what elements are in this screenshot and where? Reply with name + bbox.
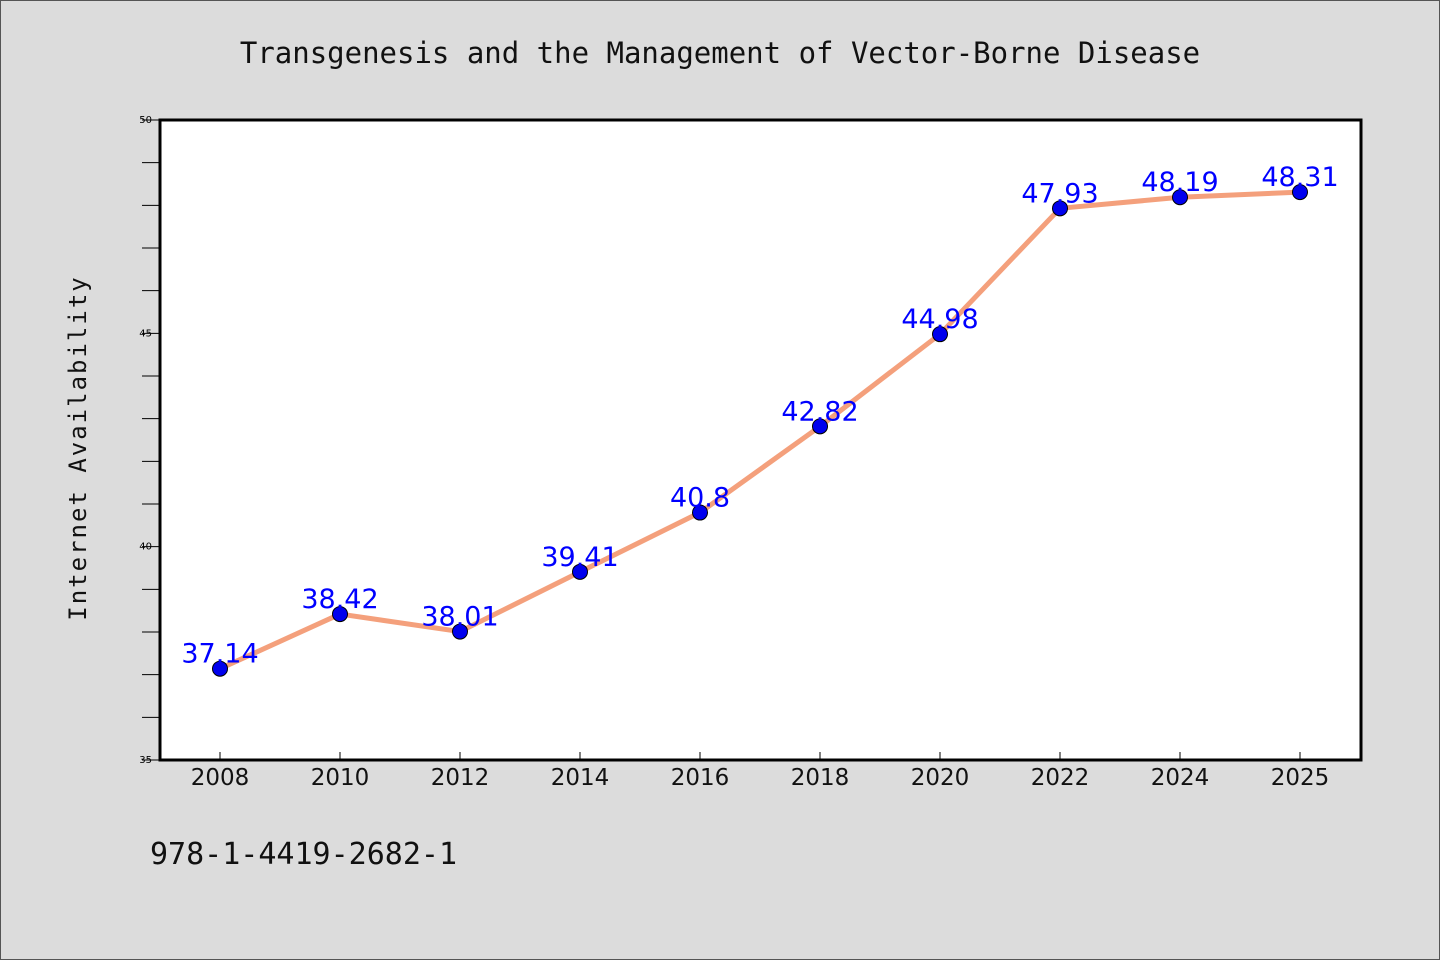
data-point <box>1172 189 1188 206</box>
plot-area <box>158 118 1363 762</box>
data-point <box>692 504 708 521</box>
y-axis-ticks: 35 40 45 50 <box>139 115 160 766</box>
x-tick-label: 2024 <box>1151 765 1210 791</box>
data-label: 37.14 <box>181 639 258 670</box>
data-label: 48.31 <box>1261 162 1338 193</box>
data-label: 44.98 <box>901 304 978 335</box>
y-tick-label: 35 <box>139 755 152 766</box>
data-label: 38.42 <box>301 584 378 615</box>
data-label: 42.82 <box>781 396 858 427</box>
data-point <box>212 660 228 677</box>
x-tick-label: 2025 <box>1271 765 1330 791</box>
x-axis-ticks: 2008 2010 2012 2014 2016 2018 2020 2022 2024 2025 <box>191 752 1330 791</box>
data-label: 48.19 <box>1141 167 1218 198</box>
series-line <box>217 189 1303 672</box>
data-point <box>812 418 828 435</box>
x-tick-label: 2018 <box>791 765 850 791</box>
data-point <box>932 326 948 343</box>
x-tick-label: 2010 <box>311 765 370 791</box>
data-point <box>1052 200 1068 217</box>
chart-title: Transgenesis and the Management of Vecto… <box>240 36 1200 70</box>
data-point <box>1292 184 1308 201</box>
x-tick-label: 2020 <box>911 765 970 791</box>
data-label: 40.8 <box>670 483 730 514</box>
data-label: 39.41 <box>541 542 618 573</box>
x-tick-label: 2022 <box>1031 765 1090 791</box>
x-tick-label: 2008 <box>191 765 250 791</box>
y-tick-label: 45 <box>139 328 152 339</box>
data-label: 38.01 <box>421 602 498 633</box>
series-layer: 37.14 38.42 38.01 39.41 40.8 42.82 44.98 47.93 4… <box>181 162 1339 677</box>
x-tick-label: 2012 <box>431 765 490 791</box>
data-point <box>452 623 468 640</box>
x-tick-label: 2016 <box>671 765 730 791</box>
isbn-text: 978-1-4419-2682-1 <box>150 837 457 872</box>
x-tick-label: 2014 <box>551 765 610 791</box>
data-point <box>332 606 348 623</box>
y-tick-label: 40 <box>139 542 152 553</box>
y-tick-label: 50 <box>139 115 152 126</box>
data-label: 47.93 <box>1021 178 1098 209</box>
y-axis-label: Internet Availability <box>64 275 92 620</box>
data-point <box>572 563 588 580</box>
